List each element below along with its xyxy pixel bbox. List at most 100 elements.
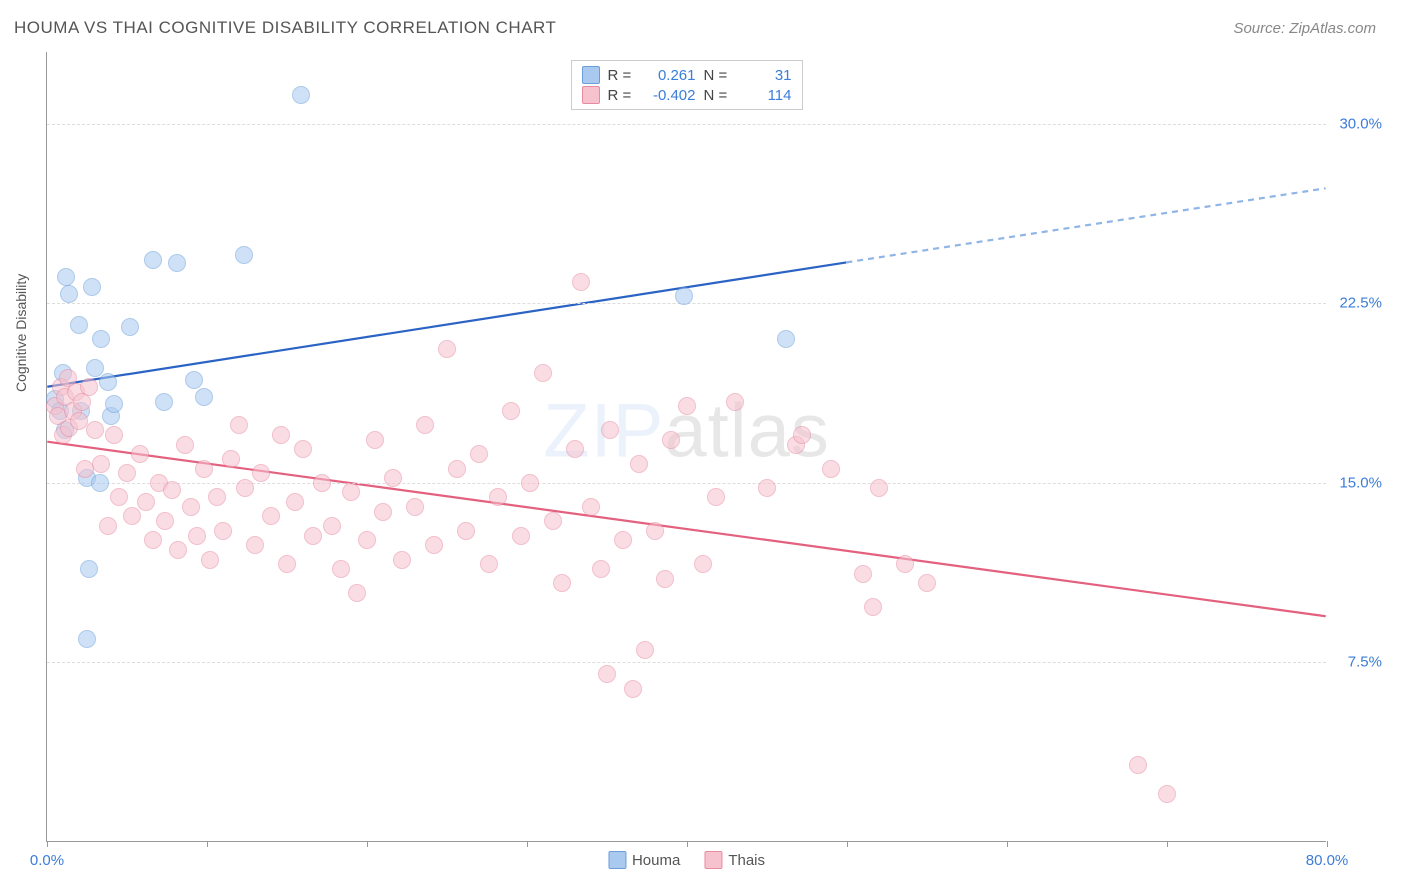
data-point (57, 268, 75, 286)
data-point (272, 426, 290, 444)
data-point (252, 464, 270, 482)
data-point (208, 488, 226, 506)
legend-label: Houma (632, 852, 680, 869)
data-point (286, 493, 304, 511)
gridline (47, 662, 1326, 663)
data-point (294, 440, 312, 458)
r-label: R = (608, 67, 638, 84)
data-point (236, 479, 254, 497)
data-point (601, 421, 619, 439)
y-tick-label: 15.0% (1339, 474, 1382, 491)
data-point (707, 488, 725, 506)
legend-series: Houma Thais (608, 851, 765, 869)
data-point (168, 254, 186, 272)
y-tick-label: 7.5% (1348, 654, 1382, 671)
data-point (822, 460, 840, 478)
data-point (92, 330, 110, 348)
data-point (393, 551, 411, 569)
x-tick-mark (207, 841, 208, 847)
data-point (566, 440, 584, 458)
n-label: N = (704, 67, 734, 84)
data-point (278, 555, 296, 573)
data-point (758, 479, 776, 497)
data-point (235, 246, 253, 264)
x-tick-mark (1007, 841, 1008, 847)
chart-header: HOUMA VS THAI COGNITIVE DISABILITY CORRE… (0, 0, 1406, 44)
data-point (1129, 756, 1147, 774)
data-point (332, 560, 350, 578)
data-point (918, 574, 936, 592)
data-point (163, 481, 181, 499)
data-point (144, 531, 162, 549)
legend-label: Thais (728, 852, 765, 869)
data-point (896, 555, 914, 573)
data-point (92, 455, 110, 473)
data-point (155, 393, 173, 411)
n-value: 31 (742, 67, 792, 84)
x-tick-mark (1327, 841, 1328, 847)
n-label: N = (704, 87, 734, 104)
data-point (777, 330, 795, 348)
data-point (864, 598, 882, 616)
data-point (793, 426, 811, 444)
data-point (457, 522, 475, 540)
x-tick-label: 80.0% (1306, 852, 1349, 869)
data-point (384, 469, 402, 487)
data-point (582, 498, 600, 516)
swatch-thais (704, 851, 722, 869)
data-point (195, 460, 213, 478)
data-point (201, 551, 219, 569)
data-point (636, 641, 654, 659)
data-point (323, 517, 341, 535)
data-point (630, 455, 648, 473)
data-point (470, 445, 488, 463)
data-point (156, 512, 174, 530)
trend-lines (47, 52, 1326, 841)
data-point (80, 378, 98, 396)
data-point (675, 287, 693, 305)
data-point (188, 527, 206, 545)
data-point (521, 474, 539, 492)
data-point (678, 397, 696, 415)
data-point (512, 527, 530, 545)
data-point (870, 479, 888, 497)
data-point (60, 285, 78, 303)
data-point (304, 527, 322, 545)
data-point (262, 507, 280, 525)
data-point (592, 560, 610, 578)
data-point (374, 503, 392, 521)
data-point (78, 630, 96, 648)
data-point (358, 531, 376, 549)
data-point (662, 431, 680, 449)
data-point (342, 483, 360, 501)
x-tick-mark (1167, 841, 1168, 847)
legend-item-thais: Thais (704, 851, 765, 869)
data-point (1158, 785, 1176, 803)
data-point (854, 565, 872, 583)
n-value: 114 (742, 87, 792, 104)
data-point (182, 498, 200, 516)
data-point (70, 316, 88, 334)
data-point (572, 273, 590, 291)
data-point (534, 364, 552, 382)
data-point (195, 388, 213, 406)
r-value: -0.402 (646, 87, 696, 104)
data-point (624, 680, 642, 698)
data-point (105, 426, 123, 444)
data-point (480, 555, 498, 573)
legend-correlation: R = 0.261 N = 31 R = -0.402 N = 114 (571, 60, 803, 110)
data-point (694, 555, 712, 573)
x-tick-mark (687, 841, 688, 847)
x-tick-mark (47, 841, 48, 847)
data-point (502, 402, 520, 420)
data-point (656, 570, 674, 588)
data-point (80, 560, 98, 578)
data-point (544, 512, 562, 530)
y-tick-label: 22.5% (1339, 295, 1382, 312)
data-point (99, 517, 117, 535)
legend-row-thais: R = -0.402 N = 114 (582, 85, 792, 105)
data-point (416, 416, 434, 434)
data-point (489, 488, 507, 506)
legend-row-houma: R = 0.261 N = 31 (582, 65, 792, 85)
data-point (176, 436, 194, 454)
